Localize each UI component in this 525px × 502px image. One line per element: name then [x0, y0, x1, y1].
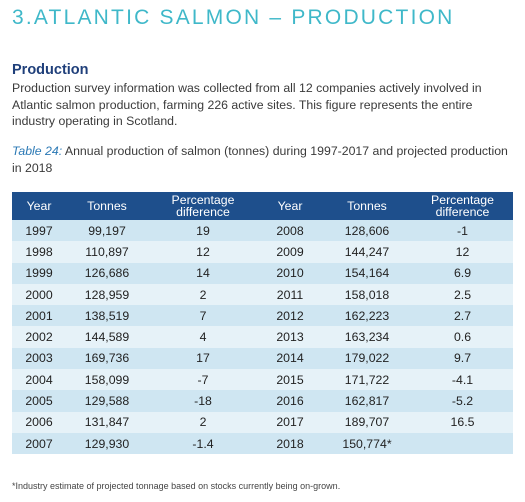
cell-year: 2005	[12, 390, 66, 412]
cell-tonnes: 150,774*	[322, 432, 412, 455]
cell-percentage: -1	[412, 220, 513, 242]
cell-tonnes: 158,018	[322, 283, 412, 306]
table-caption: Table 24: Annual production of salmon (t…	[12, 143, 517, 176]
cell-percentage	[412, 432, 513, 455]
table-row: 2005 129,588 -18 2016 162,817 -5.2	[12, 390, 513, 412]
sub-heading: Production	[12, 62, 89, 78]
cell-percentage: 19	[148, 220, 258, 242]
cell-percentage: 14	[148, 262, 258, 284]
table-row: 2004 158,099 -7 2015 171,722 -4.1	[12, 369, 513, 391]
cell-tonnes: 169,736	[66, 347, 148, 370]
header-percentage-2: Percentage difference	[412, 192, 513, 220]
cell-tonnes: 158,099	[66, 369, 148, 391]
cell-percentage: 2.7	[412, 305, 513, 327]
header-year-2: Year	[258, 192, 322, 220]
cell-year: 2016	[258, 390, 322, 412]
cell-percentage: -4.1	[412, 369, 513, 391]
cell-year: 2008	[258, 220, 322, 242]
cell-year: 2007	[12, 432, 66, 455]
header-tonnes-2: Tonnes	[322, 192, 412, 220]
cell-tonnes: 129,588	[66, 390, 148, 412]
cell-tonnes: 189,707	[322, 411, 412, 433]
cell-tonnes: 154,164	[322, 262, 412, 284]
cell-year: 2017	[258, 411, 322, 433]
section-title: 3.ATLANTIC SALMON – PRODUCTION	[12, 6, 455, 29]
cell-percentage: 2	[148, 283, 258, 306]
header-year-1: Year	[12, 192, 66, 220]
cell-percentage: 16.5	[412, 411, 513, 433]
cell-percentage: 2.5	[412, 283, 513, 306]
cell-tonnes: 144,589	[66, 326, 148, 348]
cell-year: 2013	[258, 326, 322, 348]
cell-percentage: 4	[148, 326, 258, 348]
table-row: 1999 126,686 14 2010 154,164 6.9	[12, 262, 513, 284]
cell-tonnes: 110,897	[66, 241, 148, 263]
cell-tonnes: 99,197	[66, 220, 148, 242]
cell-tonnes: 179,022	[322, 347, 412, 370]
cell-tonnes: 138,519	[66, 305, 148, 327]
cell-tonnes: 162,817	[322, 390, 412, 412]
cell-year: 2001	[12, 305, 66, 327]
table-row: 2002 144,589 4 2013 163,234 0.6	[12, 326, 513, 348]
cell-tonnes: 128,959	[66, 283, 148, 306]
intro-paragraph: Production survey information was collec…	[12, 81, 482, 128]
table-caption-text: Annual production of salmon (tonnes) dur…	[12, 144, 508, 175]
cell-tonnes: 129,930	[66, 432, 148, 455]
table-row: 1997 99,197 19 2008 128,606 -1	[12, 220, 513, 242]
table-row: 2000 128,959 2 2011 158,018 2.5	[12, 283, 513, 306]
cell-percentage: 12	[148, 241, 258, 263]
cell-percentage: 17	[148, 347, 258, 370]
cell-percentage: -7	[148, 369, 258, 391]
table-row: 2007 129,930 -1.4 2018 150,774*	[12, 432, 513, 455]
footnote: *Industry estimate of projected tonnage …	[12, 481, 341, 491]
cell-percentage: 0.6	[412, 326, 513, 348]
header-percentage-1: Percentage difference	[148, 192, 258, 220]
cell-year: 2011	[258, 283, 322, 306]
cell-percentage: -1.4	[148, 432, 258, 455]
cell-year: 2003	[12, 347, 66, 370]
cell-tonnes: 128,606	[322, 220, 412, 242]
header-tonnes-1: Tonnes	[66, 192, 148, 220]
cell-percentage: -18	[148, 390, 258, 412]
cell-percentage: 12	[412, 241, 513, 263]
table-row: 1998 110,897 12 2009 144,247 12	[12, 241, 513, 263]
cell-tonnes: 131,847	[66, 411, 148, 433]
cell-percentage: -5.2	[412, 390, 513, 412]
table-row: 2006 131,847 2 2017 189,707 16.5	[12, 411, 513, 433]
cell-percentage: 9.7	[412, 347, 513, 370]
cell-tonnes: 126,686	[66, 262, 148, 284]
cell-year: 2010	[258, 262, 322, 284]
cell-tonnes: 163,234	[322, 326, 412, 348]
table-caption-tag: Table 24:	[12, 144, 63, 158]
cell-year: 2004	[12, 369, 66, 391]
table-row: 2003 169,736 17 2014 179,022 9.7	[12, 347, 513, 370]
cell-year: 1999	[12, 262, 66, 284]
cell-year: 2000	[12, 283, 66, 306]
table-header-row: Year Tonnes Percentage difference Year T…	[12, 192, 513, 220]
cell-tonnes: 162,223	[322, 305, 412, 327]
cell-year: 2014	[258, 347, 322, 370]
cell-percentage: 6.9	[412, 262, 513, 284]
cell-year: 2018	[258, 432, 322, 455]
cell-percentage: 2	[148, 411, 258, 433]
production-table: Year Tonnes Percentage difference Year T…	[12, 192, 513, 455]
cell-year: 2012	[258, 305, 322, 327]
cell-year: 1997	[12, 220, 66, 242]
cell-tonnes: 144,247	[322, 241, 412, 263]
cell-year: 2006	[12, 411, 66, 433]
cell-year: 2002	[12, 326, 66, 348]
cell-year: 2009	[258, 241, 322, 263]
cell-tonnes: 171,722	[322, 369, 412, 391]
cell-year: 2015	[258, 369, 322, 391]
cell-year: 1998	[12, 241, 66, 263]
cell-percentage: 7	[148, 305, 258, 327]
table-row: 2001 138,519 7 2012 162,223 2.7	[12, 305, 513, 327]
